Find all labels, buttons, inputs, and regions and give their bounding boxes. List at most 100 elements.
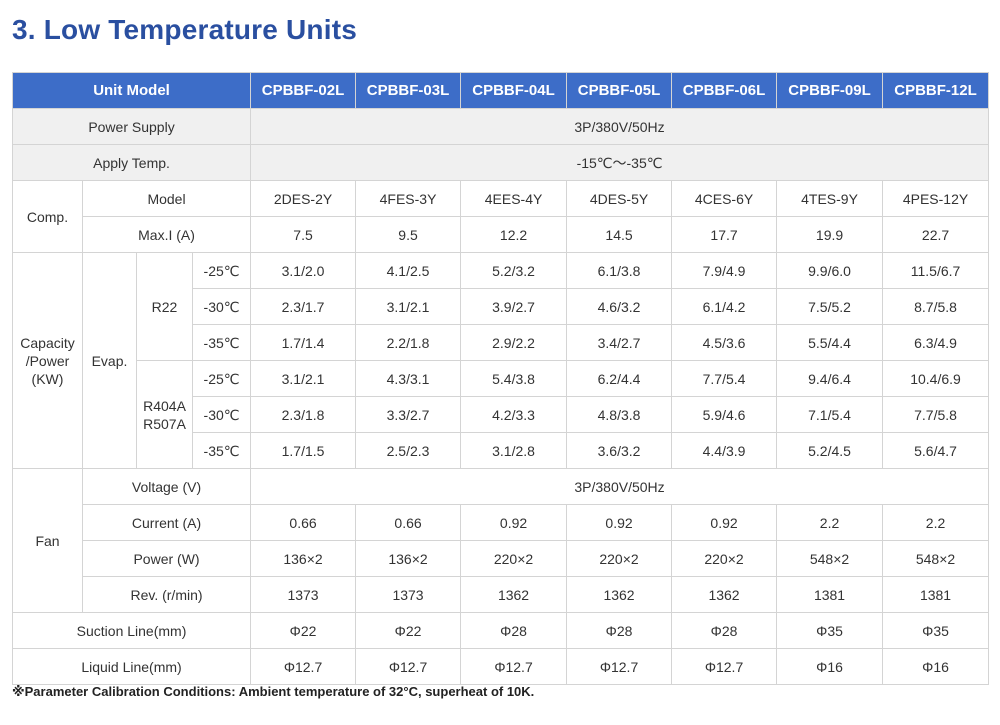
value-cell: 0.66 — [250, 504, 357, 541]
value-cell: 14.5 — [566, 216, 673, 253]
value-cell: 220×2 — [566, 540, 673, 577]
value-cell: 2.5/2.3 — [355, 432, 462, 469]
page-title: 3. Low Temperature Units — [12, 14, 358, 45]
model-header: CPBBF-12L — [882, 72, 990, 109]
model-header: CPBBF-04L — [460, 72, 568, 109]
temp-label: -25℃ — [191, 252, 252, 289]
temp-label: -30℃ — [191, 288, 252, 325]
value-cell: 4CES-6Y — [671, 180, 778, 217]
value-cell: Φ16 — [776, 648, 884, 685]
value-cell: 22.7 — [882, 216, 990, 253]
value-cell: 9.4/6.4 — [776, 360, 884, 397]
fan-current-row: Current (A) 0.66 0.66 0.92 0.92 0.92 2.2 2.2 — [13, 504, 990, 541]
value-cell: 3.9/2.7 — [460, 288, 568, 325]
value-cell: 0.92 — [566, 504, 673, 541]
value-cell: 1373 — [250, 576, 357, 613]
value-cell: 4.1/2.5 — [355, 252, 462, 289]
table-header: Unit Model CPBBF-02L CPBBF-03L CPBBF-04L CPB… — [11, 72, 990, 109]
value-cell: -15℃～-35℃ — [250, 144, 990, 181]
fan-voltage-row: Fan Voltage (V) 3P/380V/50Hz — [12, 468, 990, 613]
value-cell: Φ22 — [250, 612, 357, 649]
value-cell: 136×2 — [355, 540, 462, 577]
fan-rev-row: Rev. (r/min) 1373 1373 1362 1362 1362 1381 1381 — [13, 576, 990, 613]
value-cell: 2.9/2.2 — [460, 324, 568, 361]
value-cell: 3.1/2.8 — [460, 432, 568, 469]
value-cell: 2.2 — [882, 504, 990, 541]
value-cell: Φ28 — [671, 612, 778, 649]
value-cell: 1362 — [460, 576, 568, 613]
value-cell: 4.4/3.9 — [671, 432, 778, 469]
refrigerant-label-line: R22 — [151, 298, 178, 315]
value-cell: 220×2 — [460, 540, 568, 577]
value-cell: 3P/380V/50Hz — [250, 108, 990, 145]
value-cell: Φ28 — [566, 612, 673, 649]
row-label: Model — [81, 180, 252, 217]
value-cell: 17.7 — [671, 216, 778, 253]
group-label: Comp. — [12, 180, 83, 253]
value-cell: 4DES-5Y — [566, 180, 673, 217]
value-cell: 9.9/6.0 — [776, 252, 884, 289]
value-cell: 7.5/5.2 — [776, 288, 884, 325]
value-cell: Φ12.7 — [460, 648, 568, 685]
value-cell: 0.66 — [355, 504, 462, 541]
calibration-note: ※Parameter Calibration Conditions: Ambie… — [12, 684, 535, 699]
value-cell: 5.2/4.5 — [776, 432, 884, 469]
group-label: Fan — [12, 468, 83, 613]
value-cell: Φ28 — [460, 612, 568, 649]
value-cell: 5.6/4.7 — [882, 432, 990, 469]
value-cell: 2.3/1.7 — [250, 288, 357, 325]
value-cell: Φ22 — [355, 612, 462, 649]
value-cell: 19.9 — [776, 216, 884, 253]
spec-table: Unit Model CPBBF-02L CPBBF-03L CPBBF-04L CPB… — [11, 72, 990, 685]
suction-line-row: Suction Line(mm) Φ22 Φ22 Φ28 Φ28 Φ28 Φ35 Φ35 — [11, 612, 990, 649]
row-label: Rev. (r/min) — [81, 576, 252, 613]
refrigerant-label: R22 — [136, 252, 193, 361]
value-cell: 5.4/3.8 — [460, 360, 568, 397]
value-cell: 7.9/4.9 — [671, 252, 778, 289]
capacity-row: -30℃ 2.3/1.7 3.1/2.1 3.9/2.7 4.6/3.2 6.1/4.2 7… — [13, 288, 990, 325]
model-header: CPBBF-05L — [566, 72, 673, 109]
value-cell: 2DES-2Y — [250, 180, 357, 217]
value-cell: 1381 — [882, 576, 990, 613]
value-cell: 4PES-12Y — [882, 180, 990, 217]
capacity-row: Capacity/Power (KW) Evap. R22 -25℃ 3.1/2.0 4.1… — [12, 252, 990, 469]
value-cell: 6.1/3.8 — [566, 252, 673, 289]
comp-model-row: Comp. Model 2DES-2Y 4FES-3Y 4EES-4Y 4DES-5Y 4C… — [12, 180, 990, 253]
value-cell: 1381 — [776, 576, 884, 613]
model-header: CPBBF-03L — [355, 72, 462, 109]
capacity-row: -35℃ 1.7/1.5 2.5/2.3 3.1/2.8 3.6/3.2 4.4/3.9 5… — [13, 432, 990, 469]
capacity-label: Capacity/Power (KW) — [12, 252, 83, 469]
value-cell: 1362 — [566, 576, 673, 613]
value-cell: 3.1/2.1 — [250, 360, 357, 397]
value-cell: 4FES-3Y — [355, 180, 462, 217]
liquid-line-row: Liquid Line(mm) Φ12.7 Φ12.7 Φ12.7 Φ12.7 Φ12.7… — [11, 648, 990, 685]
temp-label: -30℃ — [191, 396, 252, 433]
evap-label: Evap. — [82, 252, 137, 469]
value-cell: 1373 — [355, 576, 462, 613]
value-cell: 1.7/1.5 — [250, 432, 357, 469]
value-cell: 3.3/2.7 — [355, 396, 462, 433]
value-cell: 5.9/4.6 — [671, 396, 778, 433]
value-cell: 7.5 — [250, 216, 357, 253]
capacity-row: R404A R507A -25℃ 3.1/2.1 4.3/3.1 5.4/3.8 6.2/4… — [13, 360, 990, 469]
value-cell: 548×2 — [776, 540, 884, 577]
value-cell: 3.1/2.0 — [250, 252, 357, 289]
value-cell: Φ12.7 — [671, 648, 778, 685]
value-cell: Φ12.7 — [250, 648, 357, 685]
value-cell: 3P/380V/50Hz — [250, 468, 990, 505]
value-cell: Φ12.7 — [566, 648, 673, 685]
temp-label: -25℃ — [191, 360, 252, 397]
row-label: Liquid Line(mm) — [11, 648, 252, 685]
value-cell: 4.3/3.1 — [355, 360, 462, 397]
refrigerant-label: R404A R507A — [136, 360, 193, 469]
row-label: Max.I (A) — [81, 216, 252, 253]
value-cell: 3.6/3.2 — [566, 432, 673, 469]
value-cell: 3.4/2.7 — [566, 324, 673, 361]
row-label: Power (W) — [81, 540, 252, 577]
value-cell: Φ16 — [882, 648, 990, 685]
row-label: Apply Temp. — [11, 144, 252, 181]
row-label: Current (A) — [81, 504, 252, 541]
value-cell: 1362 — [671, 576, 778, 613]
value-cell: 1.7/1.4 — [250, 324, 357, 361]
model-header: CPBBF-06L — [671, 72, 778, 109]
